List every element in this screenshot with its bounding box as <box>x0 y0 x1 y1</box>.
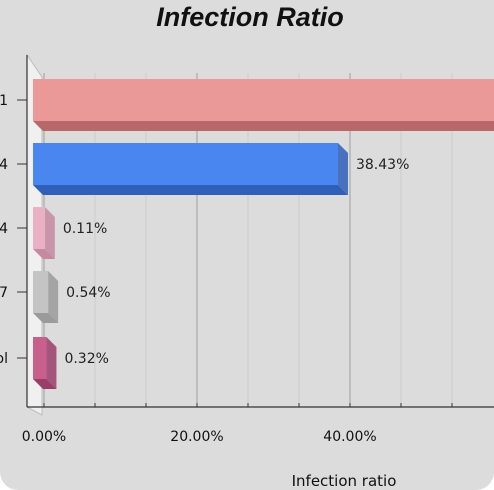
bar-end <box>48 271 59 323</box>
bar <box>33 337 47 379</box>
bar <box>33 271 49 313</box>
data-label: 38.43% <box>356 157 409 173</box>
bar <box>33 143 338 185</box>
data-label: 0.54% <box>66 285 110 301</box>
x-axis-title: Infection ratio <box>292 472 397 490</box>
bar <box>33 79 494 121</box>
bar-depth <box>33 313 59 323</box>
bar-depth <box>33 121 494 131</box>
bar-end <box>337 143 348 195</box>
bar-depth <box>33 379 57 389</box>
bar <box>33 207 45 249</box>
y-tick-label: 4 <box>0 157 8 173</box>
chart-title: Infection Ratio <box>156 2 344 32</box>
bar-depth <box>33 185 348 195</box>
y-tick-label: ol <box>0 351 8 367</box>
data-label: 0.32% <box>64 351 108 367</box>
data-label: 0.11% <box>63 221 107 237</box>
x-tick-label: 20.00% <box>170 429 223 445</box>
x-tick-label: 40.00% <box>323 429 376 445</box>
bar-end <box>44 207 55 259</box>
y-tick-label: 1 <box>0 93 8 109</box>
bar-end <box>46 337 57 389</box>
bar-depth <box>33 249 55 259</box>
y-tick-label: 7 <box>0 285 8 301</box>
x-tick-label: 0.00% <box>22 429 66 445</box>
y-tick-label: 4 <box>0 221 8 237</box>
